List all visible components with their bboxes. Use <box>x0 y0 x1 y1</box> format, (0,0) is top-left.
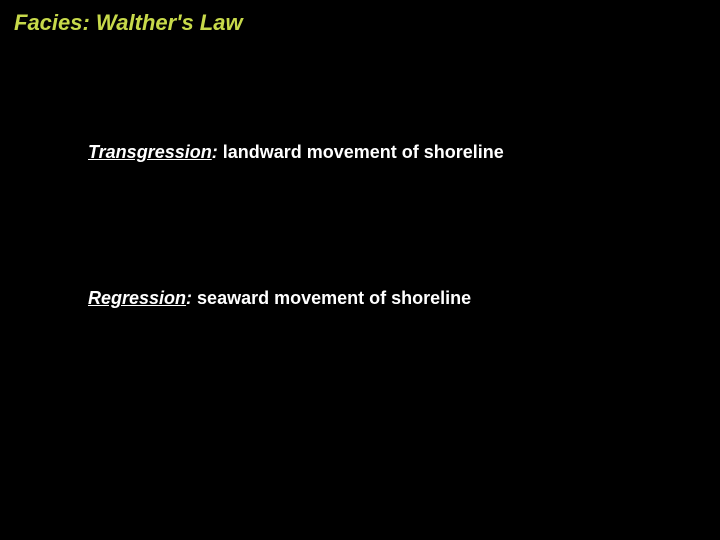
slide-title: Facies: Walther's Law <box>14 10 243 36</box>
colon: : <box>186 288 197 308</box>
definition-body: landward movement of shoreline <box>223 142 504 162</box>
colon: : <box>212 142 223 162</box>
slide: Facies: Walther's Law Transgression: lan… <box>0 0 720 540</box>
definition-regression: Regression: seaward movement of shorelin… <box>88 288 471 309</box>
term-regression: Regression <box>88 288 186 308</box>
definition-body: seaward movement of shoreline <box>197 288 471 308</box>
term-transgression: Transgression <box>88 142 212 162</box>
definition-transgression: Transgression: landward movement of shor… <box>88 142 504 163</box>
